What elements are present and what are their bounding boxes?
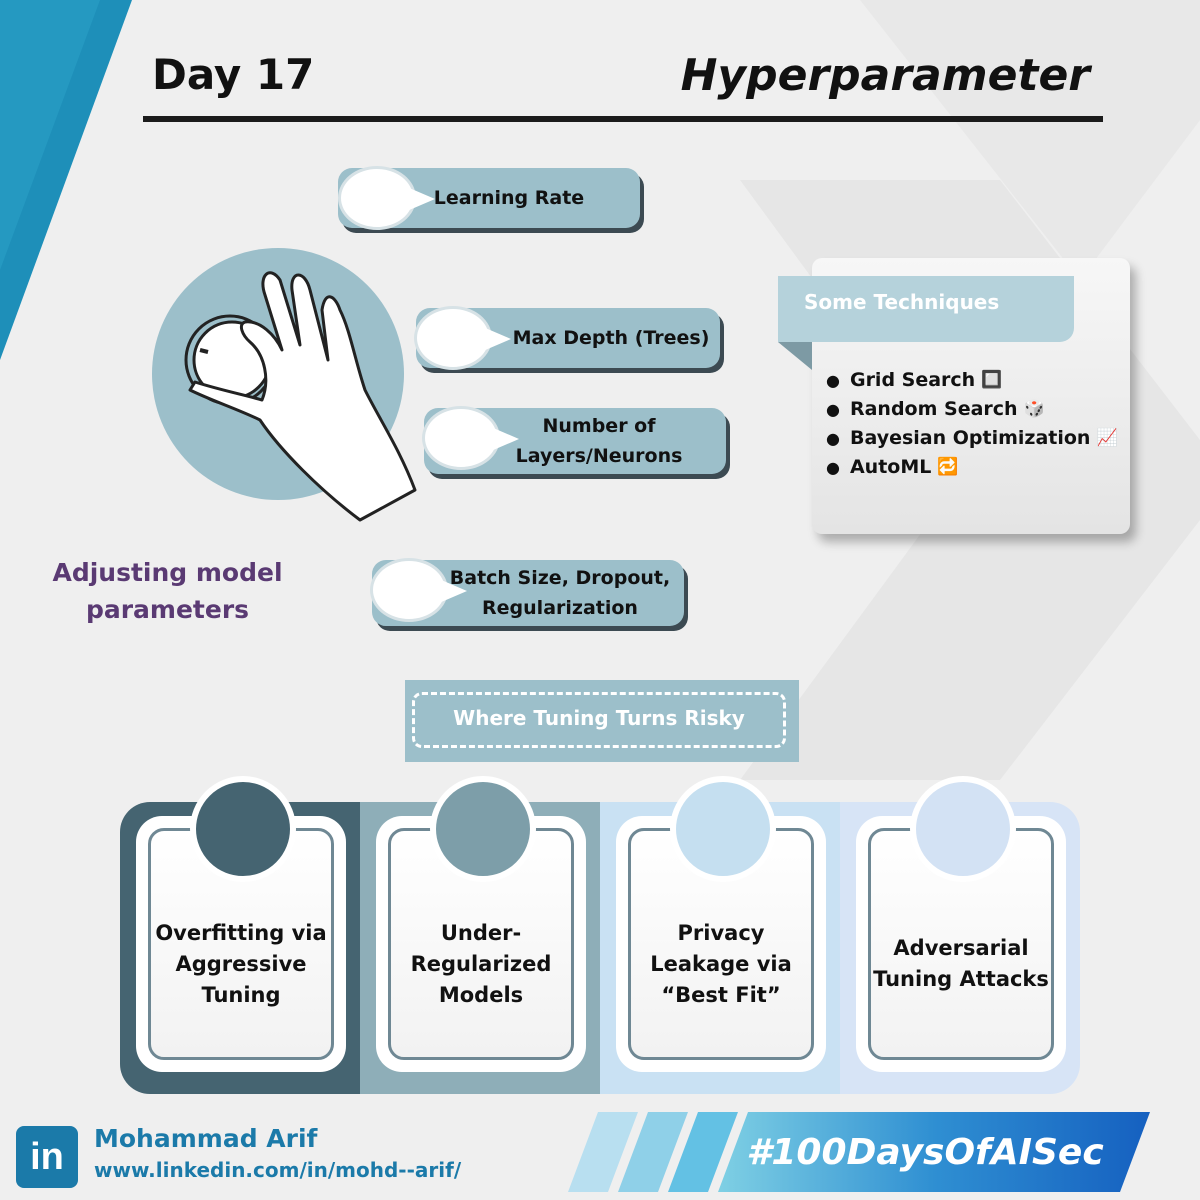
techniques-header: [778, 276, 1074, 342]
risk-circle-icon: [670, 776, 776, 882]
risk-card: Overfitting via Aggressive Tuning: [136, 816, 346, 1072]
topic-title: Hyperparameter: [680, 50, 1090, 101]
techniques-list: ● Grid Search 🔲 ● Random Search 🎲 ● Bayesian …: [826, 366, 1118, 482]
illustration-caption: Adjusting model parameters: [52, 558, 283, 624]
speech-bubble-icon: [414, 306, 511, 370]
day-title: Day 17: [152, 50, 315, 99]
techniques-header-fold: [778, 342, 812, 370]
speech-bubble-icon: [370, 558, 467, 622]
speech-bubble-icon: [422, 406, 519, 470]
hashtag-label: #100DaysOfAISec: [746, 1132, 1104, 1173]
risk-circle-icon: [910, 776, 1016, 882]
techniques-title: Some Techniques: [804, 290, 1000, 314]
risk-card: Privacy Leakage via “Best Fit”: [616, 816, 826, 1072]
list-item: ● AutoML 🔁: [826, 453, 1118, 482]
risk-circle-icon: [430, 776, 536, 882]
list-item: ● Bayesian Optimization 📈: [826, 424, 1118, 453]
pill-label: Max Depth (Trees): [512, 327, 710, 349]
risky-banner-border: [412, 692, 786, 748]
list-item: ● Grid Search 🔲: [826, 366, 1118, 395]
header-divider: [143, 116, 1103, 122]
risky-title: Where Tuning Turns Risky: [453, 706, 745, 730]
repeat-icon: 🔁: [937, 457, 959, 477]
speech-bubble-icon: [338, 166, 435, 230]
pill-label: Learning Rate: [433, 187, 585, 209]
pill-label: Number of Layers/Neurons: [515, 415, 683, 467]
pill-label: Batch Size, Dropout, Regularization: [449, 567, 671, 619]
author-name: Mohammad Arif: [94, 1124, 318, 1153]
linkedin-logo-icon[interactable]: in: [16, 1126, 78, 1188]
hashtag-banner: [568, 1112, 1150, 1192]
grid-icon: 🔲: [981, 370, 1003, 390]
risk-circle-icon: [190, 776, 296, 882]
risk-label: Privacy Leakage via “Best Fit”: [628, 828, 814, 1060]
list-item: ● Random Search 🎲: [826, 395, 1118, 424]
dice-icon: 🎲: [1023, 399, 1045, 419]
author-profile-link[interactable]: www.linkedin.com/in/mohd--arif/: [94, 1158, 462, 1182]
chart-increasing-icon: 📈: [1096, 428, 1118, 448]
hand-turning-knob-icon: [184, 271, 417, 522]
